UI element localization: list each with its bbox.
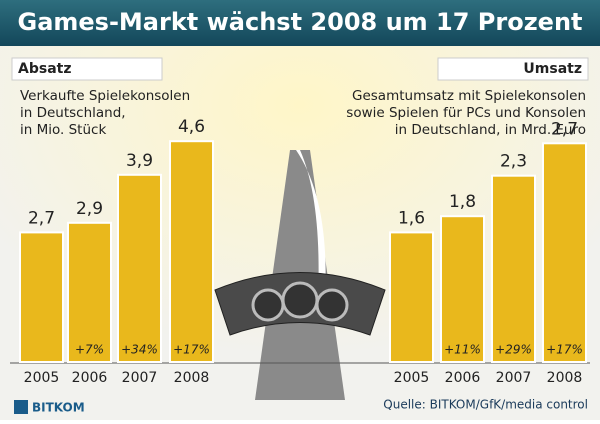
growth-label: +7% — [75, 343, 104, 357]
title: Games-Markt wächst 2008 um 17 Prozent — [18, 8, 583, 36]
growth-label: +29% — [495, 343, 532, 357]
title-banner — [0, 0, 600, 46]
bar — [67, 221, 112, 363]
growth-label: +17% — [546, 343, 583, 357]
chart-label: Umsatz — [523, 61, 582, 77]
growth-label: +17% — [173, 343, 210, 357]
value-label: 1,8 — [449, 192, 476, 212]
source: Quelle: BITKOM/GfK/media control — [383, 398, 588, 412]
bar — [491, 174, 536, 363]
value-label: 2,7 — [551, 119, 578, 139]
chart-subtitle: Verkaufte Spielekonsolen — [20, 88, 190, 104]
value-label: 2,9 — [76, 199, 103, 219]
growth-label: +34% — [121, 343, 158, 357]
bar — [19, 231, 64, 363]
x-tick-label: 2005 — [394, 370, 430, 386]
value-label: 2,3 — [500, 152, 527, 172]
value-label: 3,9 — [126, 151, 153, 171]
label-box — [11, 57, 163, 81]
logo: BITKOM — [32, 401, 85, 415]
bar — [117, 173, 162, 363]
gauge — [251, 288, 285, 322]
growth-label: +11% — [444, 343, 481, 357]
bar — [542, 142, 587, 363]
chart-subtitle: in Deutschland, — [20, 105, 126, 121]
x-tick-label: 2007 — [122, 370, 158, 386]
chart-subtitle: in Mio. Stück — [20, 122, 106, 138]
value-label: 2,7 — [28, 208, 55, 228]
chart-label: Absatz — [18, 61, 71, 77]
bar — [169, 140, 214, 363]
label-box — [437, 57, 589, 81]
gauge — [315, 288, 349, 322]
bar — [389, 231, 434, 363]
x-tick-label: 2006 — [72, 370, 108, 386]
chart-subtitle: sowie Spielen für PCs und Konsolen — [346, 105, 586, 121]
value-label: 1,6 — [398, 208, 425, 228]
gauge — [281, 281, 319, 319]
x-tick-label: 2005 — [24, 370, 60, 386]
bar — [440, 215, 485, 363]
logo-icon — [14, 400, 28, 414]
x-tick-label: 2008 — [174, 370, 210, 386]
chart-subtitle: in Deutschland, in Mrd. Euro — [395, 122, 586, 138]
chart-subtitle: Gesamtumsatz mit Spielekonsolen — [352, 88, 586, 104]
value-label: 4,6 — [178, 117, 205, 137]
x-tick-label: 2007 — [496, 370, 532, 386]
x-tick-label: 2008 — [547, 370, 583, 386]
x-tick-label: 2006 — [445, 370, 481, 386]
